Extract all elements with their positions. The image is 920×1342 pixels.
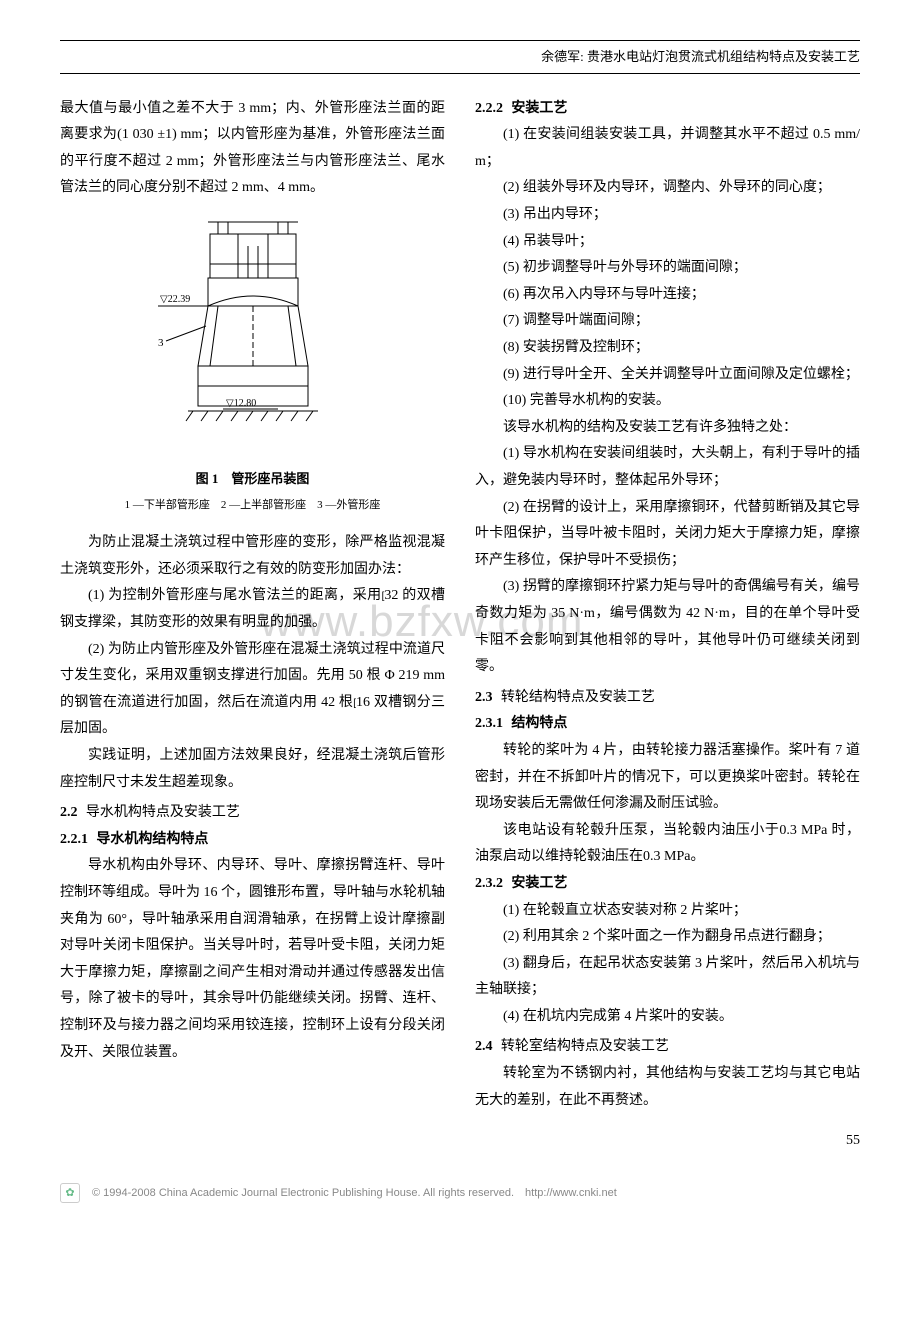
running-header: 余德军: 贵港水电站灯泡贯流式机组结构特点及安装工艺 bbox=[60, 45, 860, 74]
section-2-3: 2.3转轮结构特点及安装工艺 bbox=[475, 685, 860, 712]
left-column: 最大值与最小值之差不大于 3 mm；内、外管形座法兰面的距离要求为(1 030 … bbox=[60, 96, 445, 1115]
right-column: 2.2.2安装工艺 (1) 在安装间组装安装工具，并调整其水平不超过 0.5 m… bbox=[475, 96, 860, 1115]
page-number: 55 bbox=[60, 1128, 860, 1155]
para: 转轮室为不锈钢内衬，其他结构与安装工艺均与其它电站无大的差别，在此不再赘述。 bbox=[475, 1061, 860, 1114]
para: (1) 为控制外管形座与尾水管法兰的距离，采用[32 的双槽钢支撑梁，其防变形的… bbox=[60, 583, 445, 636]
svg-text:▽12.80: ▽12.80 bbox=[226, 398, 256, 409]
para: 实践证明，上述加固方法效果良好，经混凝土浇筑后管形座控制尺寸未发生超差现象。 bbox=[60, 743, 445, 796]
main-content: 最大值与最小值之差不大于 3 mm；内、外管形座法兰面的距离要求为(1 030 … bbox=[60, 96, 860, 1115]
item: (9) 进行导叶全开、全关并调整导叶立面间隙及定位螺栓； bbox=[475, 362, 860, 389]
svg-text:3: 3 bbox=[158, 337, 164, 349]
item: (5) 初步调整导叶与外导环的端面间隙； bbox=[475, 255, 860, 282]
pipe-seat-diagram: ▽22.39 3 bbox=[148, 216, 358, 446]
section-2-2-1: 2.2.1导水机构结构特点 bbox=[60, 827, 445, 854]
item: (1) 在安装间组装安装工具，并调整其水平不超过 0.5 mm/ m； bbox=[475, 122, 860, 175]
item: (4) 在机坑内完成第 4 片桨叶的安装。 bbox=[475, 1004, 860, 1031]
copyright-text: © 1994-2008 China Academic Journal Elect… bbox=[92, 1183, 617, 1204]
cnki-icon: ✿ bbox=[60, 1183, 80, 1203]
item: (2) 组装外导环及内导环，调整内、外导环的同心度； bbox=[475, 175, 860, 202]
item: (3) 翻身后，在起吊状态安装第 3 片桨叶，然后吊入机坑与主轴联接； bbox=[475, 951, 860, 1004]
section-2-2: 2.2导水机构特点及安装工艺 bbox=[60, 800, 445, 827]
figure-1: ▽22.39 3 bbox=[60, 216, 445, 457]
item: (8) 安装拐臂及控制环； bbox=[475, 335, 860, 362]
item: (3) 吊出内导环； bbox=[475, 202, 860, 229]
item: (1) 在轮毂直立状态安装对称 2 片桨叶； bbox=[475, 898, 860, 925]
para: 为防止混凝土浇筑过程中管形座的变形，除严格监视混凝土浇筑变形外，还必须采取行之有… bbox=[60, 530, 445, 583]
item: (7) 调整导叶端面间隙； bbox=[475, 308, 860, 335]
item: (1) 导水机构在安装间组装时，大头朝上，有利于导叶的插入，避免装内导环时，整体… bbox=[475, 441, 860, 494]
svg-text:▽22.39: ▽22.39 bbox=[160, 294, 190, 305]
figure-caption: 图 1 管形座吊装图 bbox=[60, 467, 445, 492]
section-2-4: 2.4转轮室结构特点及安装工艺 bbox=[475, 1034, 860, 1061]
item: (2) 利用其余 2 个桨叶面之一作为翻身吊点进行翻身； bbox=[475, 924, 860, 951]
section-2-3-1: 2.3.1结构特点 bbox=[475, 711, 860, 738]
item: (10) 完善导水机构的安装。 bbox=[475, 388, 860, 415]
section-2-3-2: 2.3.2安装工艺 bbox=[475, 871, 860, 898]
item: (3) 拐臂的摩擦铜环拧紧力矩与导叶的奇偶编号有关，编号奇数力矩为 35 N·m… bbox=[475, 574, 860, 680]
para: 导水机构由外导环、内导环、导叶、摩擦拐臂连杆、导叶控制环等组成。导叶为 16 个… bbox=[60, 853, 445, 1066]
item: (2) 在拐臂的设计上，采用摩擦铜环，代替剪断销及其它导叶卡阻保护，当导叶被卡阻… bbox=[475, 495, 860, 575]
para: 最大值与最小值之差不大于 3 mm；内、外管形座法兰面的距离要求为(1 030 … bbox=[60, 96, 445, 202]
figure-legend: 1 —下半部管形座 2 —上半部管形座 3 —外管形座 bbox=[60, 495, 445, 516]
item: (4) 吊装导叶； bbox=[475, 229, 860, 256]
para: 该电站设有轮毂升压泵，当轮毂内油压小于0.3 MPa 时，油泵启动以维持轮毂油压… bbox=[475, 818, 860, 871]
para: 转轮的桨叶为 4 片，由转轮接力器活塞操作。桨叶有 7 道密封，并在不拆卸叶片的… bbox=[475, 738, 860, 818]
item: (6) 再次吊入内导环与导叶连接； bbox=[475, 282, 860, 309]
page-footer: ✿ © 1994-2008 China Academic Journal Ele… bbox=[60, 1183, 860, 1204]
para: (2) 为防止内管形座及外管形座在混凝土浇筑过程中流道尺寸发生变化，采用双重钢支… bbox=[60, 637, 445, 743]
section-2-2-2: 2.2.2安装工艺 bbox=[475, 96, 860, 123]
para: 该导水机构的结构及安装工艺有许多独特之处： bbox=[475, 415, 860, 442]
